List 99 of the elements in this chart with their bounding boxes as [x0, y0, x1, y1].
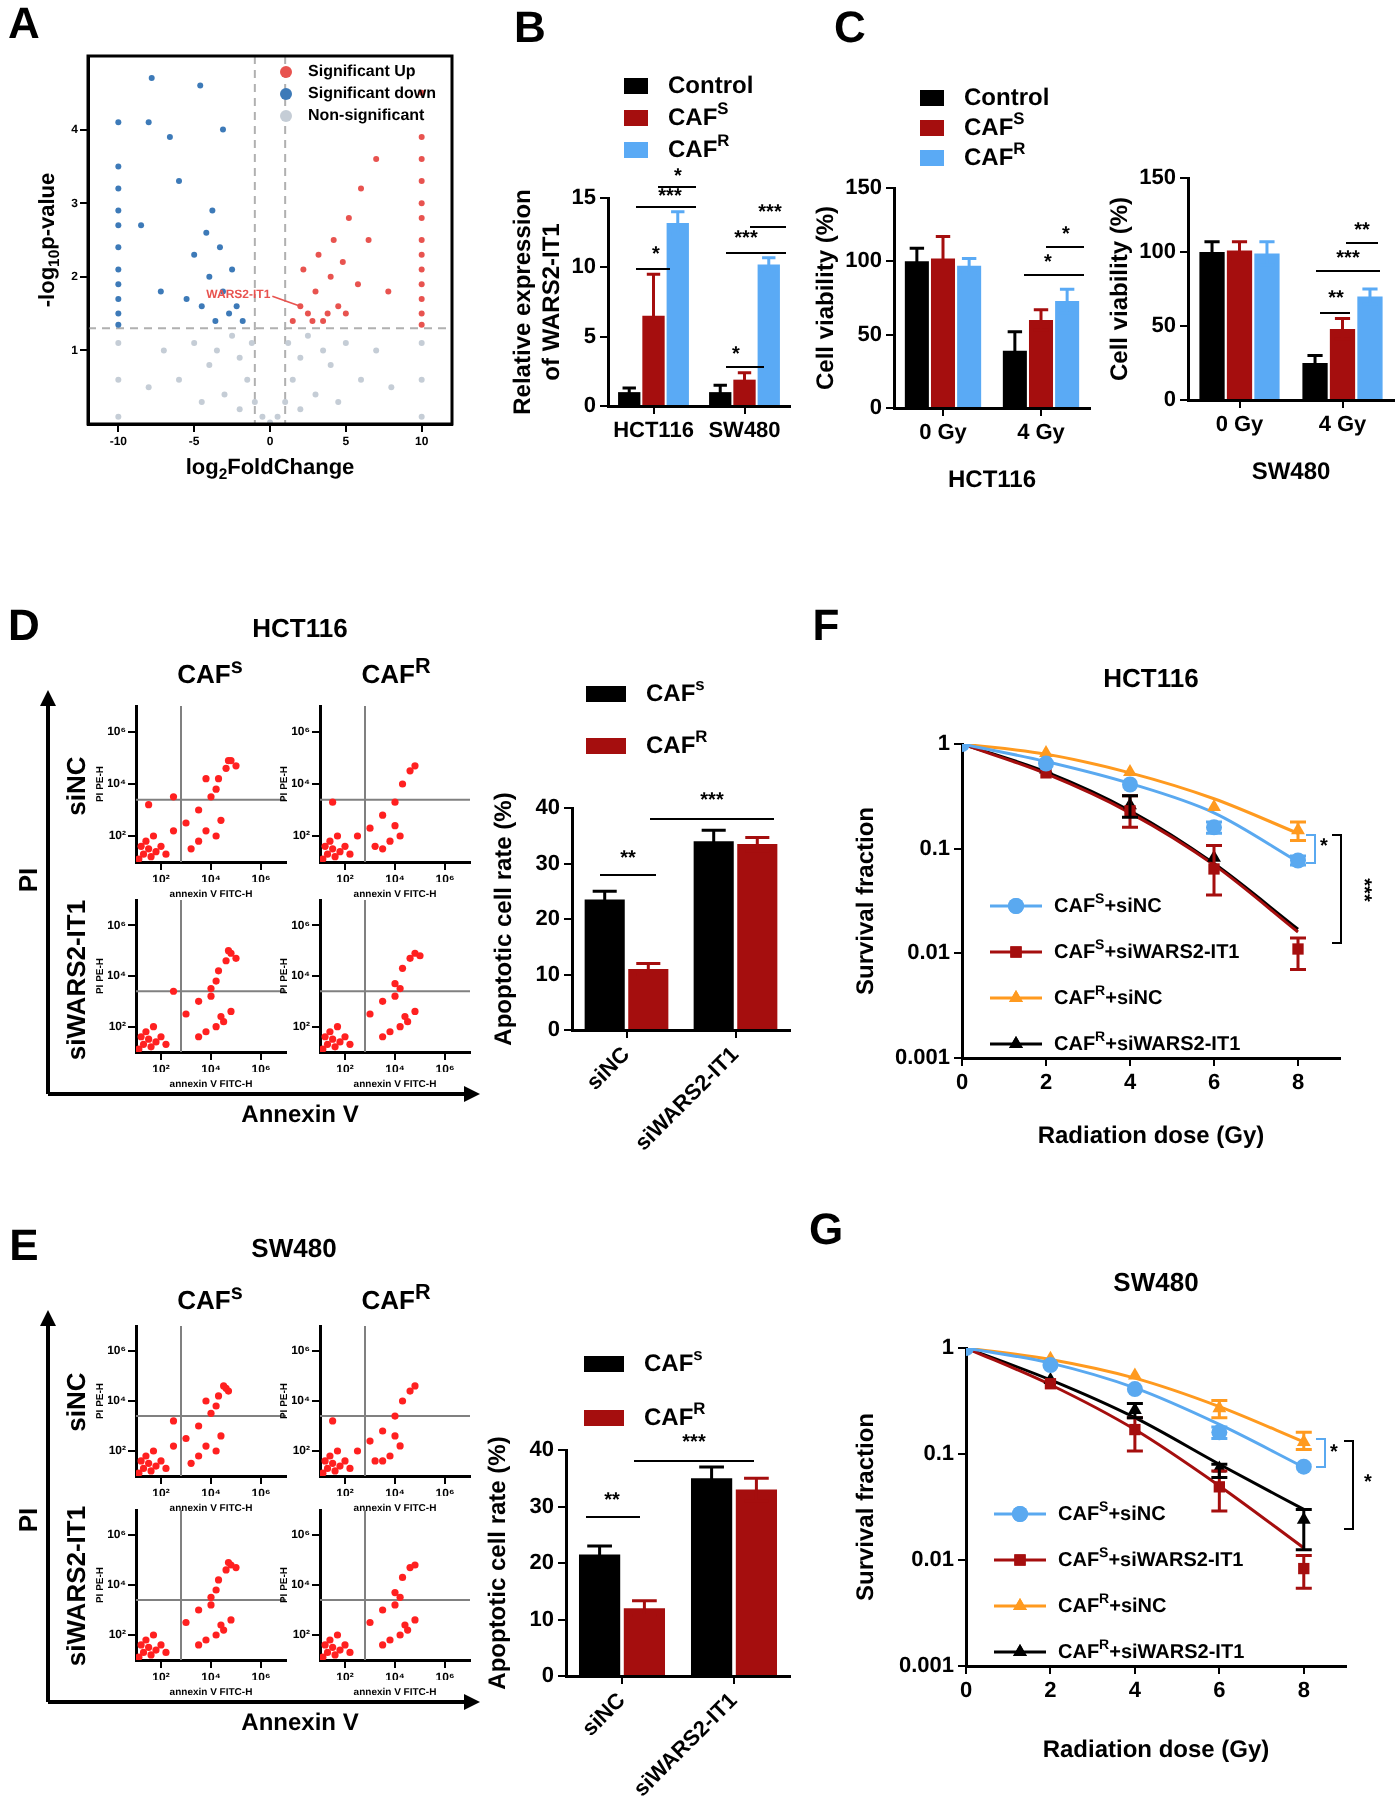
text: Annexin V: [241, 1708, 359, 1736]
text: siNC: [61, 756, 91, 816]
y-axis-title: Apoptotic cell rate (%): [488, 792, 517, 1046]
text: CAF$^{R}$: [361, 1280, 431, 1316]
x-tick-label: 0: [959, 1679, 973, 1704]
x-tick-label: 2: [1039, 1071, 1053, 1096]
text: *: [1364, 1472, 1372, 1494]
annotation: ***: [700, 790, 724, 812]
y-tick-label: 40: [529, 1438, 554, 1463]
annotation: **: [604, 1490, 620, 1512]
x-axis-title: Radiation dose (Gy): [1037, 1120, 1265, 1149]
chart-title: HCT116: [1103, 663, 1199, 694]
annotation: **: [620, 848, 636, 870]
x-axis-title: HCT116: [947, 464, 1037, 493]
y-tick-label: 100: [845, 249, 882, 274]
y-tick-label: 0: [583, 394, 596, 419]
text: PI: [13, 1507, 43, 1533]
legend-label: Non-significant: [308, 106, 426, 125]
y-tick-label: 1: [937, 732, 950, 757]
y-tick-label: 30: [535, 851, 560, 876]
x-tick-label: 0 Gy: [919, 421, 969, 446]
text: CAF$^{s}$: [177, 654, 243, 690]
y-tick-label: 50: [857, 322, 882, 347]
x-tick-label: 6: [1213, 1679, 1226, 1704]
y-axis-title: Apoptotic cell rate (%): [482, 1436, 511, 1690]
annotation: *: [1062, 224, 1070, 246]
x-tick-label: SW480: [708, 419, 781, 444]
text: C: [834, 2, 866, 52]
annotation: *: [652, 244, 660, 266]
y-tick-label: 0.1: [919, 836, 950, 861]
y-axis-title: Survival fraction: [850, 1412, 879, 1602]
y-tick-label: 0.1: [923, 1442, 954, 1467]
x-tick-label: 8: [1297, 1679, 1310, 1704]
x-tick-label: 8: [1291, 1071, 1305, 1096]
text: PI: [13, 867, 43, 893]
x-tick-label: HCT116: [613, 419, 694, 444]
y-tick-label: 0: [547, 1018, 560, 1043]
y-tick-label: 150: [1139, 166, 1176, 191]
y-axis-title: Cell viability (%): [1104, 196, 1133, 382]
annotation: *: [732, 344, 740, 366]
text: ***: [1352, 878, 1374, 902]
y-tick-label: 15: [571, 186, 596, 211]
annotation: ***: [682, 1432, 706, 1454]
annotation: *: [1330, 1442, 1338, 1464]
x-tick-label: 4: [1123, 1071, 1138, 1096]
annotation: ***: [1336, 248, 1360, 270]
x-tick-label: 4 Gy: [1318, 413, 1369, 438]
text: CAF$^{s}$: [177, 1280, 243, 1316]
y-tick-label: 5: [583, 324, 596, 349]
y-axis-title: Relative expression of WARS2-IT1: [508, 189, 566, 415]
text: HCT116: [252, 613, 348, 643]
legend-label: Significant Up: [308, 62, 416, 81]
y-tick-label: 0.001: [894, 1046, 950, 1071]
text: D: [8, 600, 40, 650]
y-tick-label: 0.001: [898, 1654, 954, 1679]
y-tick-label: 20: [535, 907, 560, 932]
annotation: ***: [658, 186, 682, 208]
y-tick-label: 0: [869, 396, 882, 421]
text: A: [8, 0, 40, 48]
y-tick-label: 10: [535, 962, 560, 987]
y-tick-label: 150: [845, 176, 882, 201]
text: B: [514, 2, 546, 52]
y-tick-label: 30: [529, 1494, 554, 1519]
annotation: **: [1328, 288, 1344, 310]
annotation: **: [1354, 220, 1370, 242]
y-tick-label: 0.01: [911, 1548, 954, 1573]
x-axis-title: Radiation dose (Gy): [1042, 1734, 1270, 1763]
text: G: [808, 1204, 844, 1254]
x-tick-label: 2: [1044, 1679, 1057, 1704]
text: F: [812, 600, 840, 650]
y-tick-label: 50: [1151, 314, 1176, 339]
y-tick-label: 0: [1163, 388, 1176, 413]
y-tick-label: 100: [1139, 240, 1176, 265]
x-tick-label: 4 Gy: [1017, 421, 1067, 446]
x-axis-title: SW480: [1251, 456, 1331, 485]
text: CAF$^{R}$: [361, 654, 431, 690]
annotation: *: [1320, 836, 1328, 858]
text: SW480: [251, 1233, 337, 1263]
legend-label: Control: [668, 70, 754, 99]
text: *: [674, 166, 682, 188]
x-tick-label: 6: [1207, 1071, 1221, 1096]
y-tick-label: 1: [941, 1336, 954, 1361]
y-tick-label: 10: [529, 1607, 554, 1632]
y-tick-label: 0.01: [907, 941, 950, 966]
legend-label: Control: [964, 82, 1050, 111]
y-tick-label: 40: [535, 796, 560, 821]
y-axis-title: Survival fraction: [850, 806, 879, 996]
text: Annexin V: [241, 1100, 359, 1128]
text: E: [9, 1220, 39, 1270]
y-tick-label: 10: [571, 255, 596, 280]
annotation: *: [1044, 252, 1052, 274]
y-tick-label: 20: [529, 1551, 554, 1576]
chart-title: SW480: [1113, 1267, 1199, 1298]
annotation: ***: [734, 228, 758, 250]
annotation: ***: [758, 202, 782, 224]
x-tick-label: 0 Gy: [1215, 413, 1266, 438]
text: siNC: [61, 1372, 91, 1432]
y-axis-title: Cell viability (%): [810, 205, 839, 391]
legend-label: Significant down: [308, 84, 437, 103]
